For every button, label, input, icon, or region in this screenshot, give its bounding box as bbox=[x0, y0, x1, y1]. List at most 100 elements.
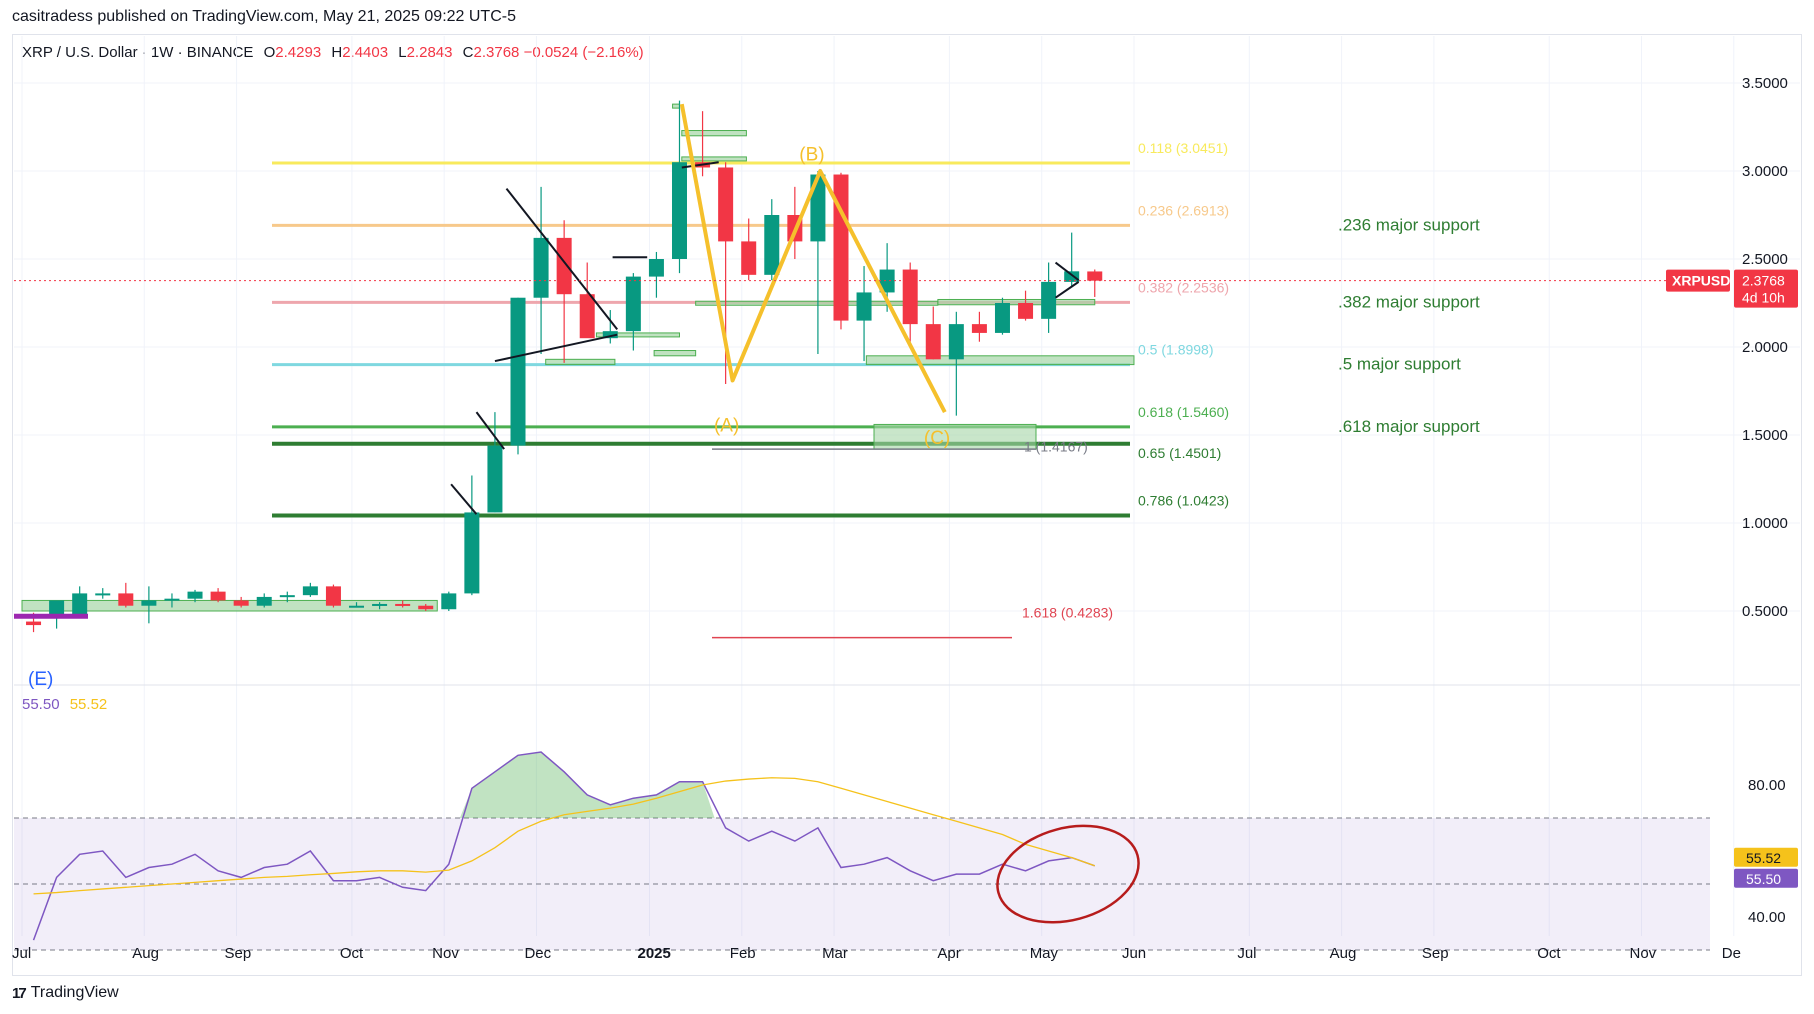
legend-high-label: H bbox=[331, 44, 343, 61]
time-axis-label: Aug bbox=[132, 945, 159, 962]
candle-body bbox=[418, 605, 434, 610]
candle-body bbox=[810, 174, 826, 242]
wave-label-e: (E) bbox=[28, 669, 53, 690]
fib-levels: 0.118 (3.0451) 0.236 (2.6913) 0.382 (2.253… bbox=[272, 140, 1229, 518]
price-tag-bg bbox=[1734, 269, 1798, 308]
trend-line bbox=[494, 333, 618, 363]
candle-body bbox=[718, 167, 734, 242]
candle-body bbox=[510, 297, 526, 446]
legend-low-label: L bbox=[398, 44, 407, 61]
candle-body bbox=[602, 331, 618, 339]
candle-body bbox=[556, 237, 572, 295]
candle-body bbox=[833, 174, 849, 321]
price-axis-label: 3.0000 bbox=[1742, 163, 1788, 180]
fib-label-0.118: 0.118 (3.0451) bbox=[1138, 140, 1228, 156]
support-note: .236 major support bbox=[1338, 215, 1480, 234]
legend-close-value: 2.3768 bbox=[473, 44, 520, 61]
candle-body bbox=[625, 276, 641, 332]
candle-body bbox=[579, 294, 595, 339]
grid bbox=[14, 36, 1800, 936]
symbol-legend[interactable]: XRP / U.S. Dollar · 1W · BINANCE O2.4293… bbox=[22, 44, 644, 61]
zone-box bbox=[672, 103, 680, 109]
time-axis-label: Mar bbox=[822, 945, 848, 962]
legend-close-label: C bbox=[462, 44, 474, 61]
zone-box bbox=[681, 130, 747, 137]
candle-body bbox=[72, 593, 88, 615]
candle-body bbox=[902, 269, 918, 325]
candle-body bbox=[741, 241, 757, 275]
support-note: .5 major support bbox=[1338, 355, 1461, 374]
rsi-tag-bg bbox=[1734, 868, 1798, 888]
tradingview-brand-text: TradingView bbox=[30, 984, 119, 1001]
candle-body bbox=[302, 586, 318, 596]
candle-body bbox=[325, 586, 341, 606]
support-note: .618 major support bbox=[1338, 417, 1480, 436]
support-note: .382 major support bbox=[1338, 292, 1480, 311]
candle-body bbox=[95, 593, 111, 596]
fib-label-0.382: 0.382 (2.2536) bbox=[1138, 279, 1229, 295]
rsi-line bbox=[32, 751, 1096, 941]
rsi-ma-line bbox=[33, 777, 1095, 895]
time-axis-label: Sep bbox=[1422, 945, 1449, 962]
trend-line bbox=[505, 187, 618, 331]
tradingview-logo-icon: 17 bbox=[12, 984, 27, 1002]
candle-body bbox=[372, 603, 388, 606]
zone-box bbox=[937, 298, 1096, 306]
fib-label-0.5: 0.5 (1.8998) bbox=[1138, 342, 1214, 358]
candle-body bbox=[856, 292, 872, 321]
candle-body bbox=[141, 600, 157, 606]
price-axis-label: 3.5000 bbox=[1742, 75, 1788, 92]
trend-line bbox=[1054, 281, 1080, 299]
wave-abc-line bbox=[679, 103, 947, 414]
zone-box bbox=[595, 332, 680, 338]
fib-label-0.236: 0.236 (2.6913) bbox=[1138, 202, 1229, 218]
trend-line bbox=[450, 483, 478, 515]
legend-open-value: 2.4293 bbox=[275, 44, 322, 61]
candle-body bbox=[26, 621, 42, 626]
extension-1618-label: 1.618 (0.4283) bbox=[1022, 605, 1113, 621]
legend-low-value: 2.2843 bbox=[406, 44, 453, 61]
price-axis-label: 1.0000 bbox=[1742, 515, 1788, 532]
candle-body bbox=[441, 593, 457, 610]
time-axis-label: Apr bbox=[937, 945, 960, 962]
symbol-tag-text: XRPUSD bbox=[1672, 273, 1730, 289]
zone-box bbox=[681, 156, 747, 162]
symbol-tag-bg bbox=[1666, 269, 1730, 292]
tradingview-footer[interactable]: 17 TradingView bbox=[12, 984, 119, 1002]
time-axis-label: Dec bbox=[524, 945, 551, 962]
time-axis-label: De bbox=[1722, 945, 1741, 962]
rsi-legend[interactable]: 55.50 55.52 bbox=[22, 696, 107, 713]
time-axis-label: Oct bbox=[1537, 945, 1561, 962]
time-axis-label: May bbox=[1030, 945, 1059, 962]
wave-label: (A) bbox=[714, 415, 739, 436]
rsi-overbought-fill bbox=[459, 752, 715, 818]
zone-box bbox=[865, 355, 1135, 366]
wave-label: (C) bbox=[924, 428, 950, 449]
legend-open-label: O bbox=[263, 44, 276, 61]
rsi-axis-label: 80.00 bbox=[1748, 777, 1786, 794]
zone-box bbox=[545, 358, 616, 366]
rsi-ma-legend-value: 55.52 bbox=[69, 696, 108, 713]
zone-box bbox=[695, 300, 939, 306]
price-axis-label: 2.0000 bbox=[1742, 339, 1788, 356]
rsi-legend-value: 55.50 bbox=[22, 696, 60, 713]
candle-body bbox=[279, 595, 295, 598]
candle-body bbox=[764, 215, 780, 275]
time-axis-label: Nov bbox=[432, 945, 459, 962]
rsi-tag-value: 55.50 bbox=[1746, 871, 1781, 887]
annotation-ellipse bbox=[996, 824, 1140, 924]
candle-body bbox=[256, 596, 272, 606]
candle-body bbox=[187, 591, 203, 599]
fib-label-0.786: 0.786 (1.0423) bbox=[1138, 493, 1229, 509]
candle-body bbox=[349, 605, 365, 608]
candle-body bbox=[487, 445, 503, 513]
chart-frame bbox=[12, 34, 1802, 976]
publisher-line: casitradess published on TradingView.com… bbox=[12, 8, 516, 25]
candle-body bbox=[233, 600, 249, 606]
trend-line bbox=[681, 161, 719, 169]
candle-body bbox=[1064, 271, 1080, 282]
candle-body bbox=[464, 512, 480, 594]
wave-label: (B) bbox=[799, 144, 824, 165]
candle-body bbox=[925, 324, 941, 360]
